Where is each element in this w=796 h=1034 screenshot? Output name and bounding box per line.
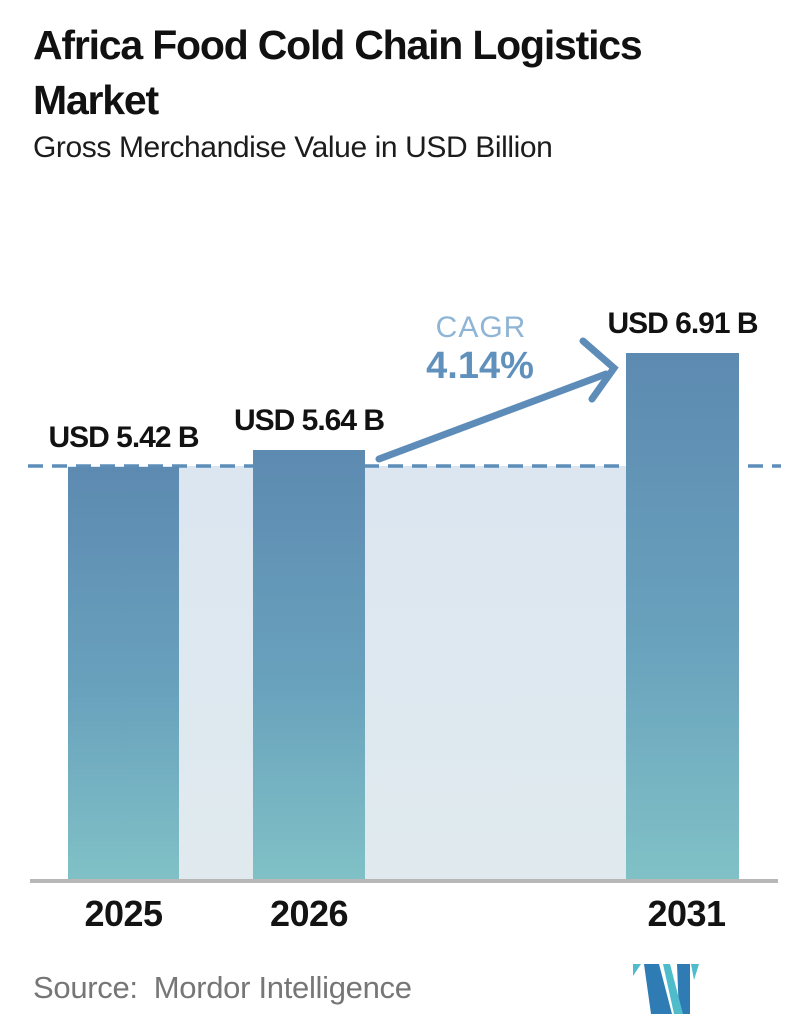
value-label-2025: USD 5.42 B xyxy=(48,421,199,454)
bar-2026 xyxy=(253,450,365,880)
source-attribution: Source: Mordor Intelligence xyxy=(33,970,412,1006)
x-tick-2025: 2025 xyxy=(84,893,163,934)
value-label-2031: USD 6.91 B xyxy=(607,307,758,340)
mordor-intelligence-logo-icon xyxy=(633,964,699,1014)
bar-2031 xyxy=(626,353,739,880)
value-label-2026: USD 5.64 B xyxy=(233,404,385,437)
cagr-label: CAGR xyxy=(435,311,527,344)
chart-subtitle: Gross Merchandise Value in USD Billion xyxy=(33,131,553,164)
cagr-value: 4.14% xyxy=(426,345,534,387)
bar-2025 xyxy=(68,467,179,880)
x-axis-line xyxy=(30,879,778,883)
x-tick-2031: 2031 xyxy=(647,893,726,934)
x-tick-2026: 2026 xyxy=(269,893,349,934)
chart-title: Africa Food Cold Chain Logistics Market xyxy=(33,22,643,123)
source-label: Source: xyxy=(33,970,138,1005)
source-value: Mordor Intelligence xyxy=(153,970,412,1005)
